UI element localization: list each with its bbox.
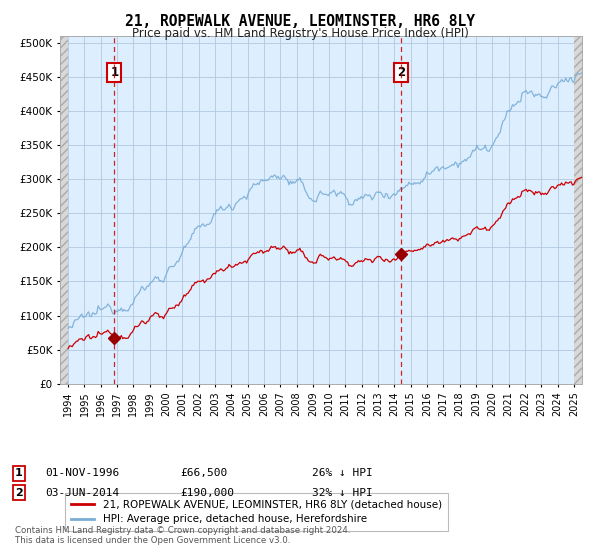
Text: This data is licensed under the Open Government Licence v3.0.: This data is licensed under the Open Gov… <box>15 536 290 545</box>
Text: £190,000: £190,000 <box>180 488 234 498</box>
Text: 32% ↓ HPI: 32% ↓ HPI <box>312 488 373 498</box>
Text: Contains HM Land Registry data © Crown copyright and database right 2024.: Contains HM Land Registry data © Crown c… <box>15 526 350 535</box>
Text: 01-NOV-1996: 01-NOV-1996 <box>45 468 119 478</box>
Legend: 21, ROPEWALK AVENUE, LEOMINSTER, HR6 8LY (detached house), HPI: Average price, d: 21, ROPEWALK AVENUE, LEOMINSTER, HR6 8LY… <box>65 493 448 531</box>
Text: Price paid vs. HM Land Registry's House Price Index (HPI): Price paid vs. HM Land Registry's House … <box>131 27 469 40</box>
Text: £66,500: £66,500 <box>180 468 227 478</box>
Text: 1: 1 <box>15 468 23 478</box>
Text: 03-JUN-2014: 03-JUN-2014 <box>45 488 119 498</box>
Text: 21, ROPEWALK AVENUE, LEOMINSTER, HR6 8LY: 21, ROPEWALK AVENUE, LEOMINSTER, HR6 8LY <box>125 14 475 29</box>
Text: 26% ↓ HPI: 26% ↓ HPI <box>312 468 373 478</box>
Text: 1: 1 <box>110 66 119 80</box>
Text: 2: 2 <box>397 66 406 80</box>
Bar <box>60 36 68 384</box>
Text: 2: 2 <box>15 488 23 498</box>
Bar <box>574 36 582 384</box>
